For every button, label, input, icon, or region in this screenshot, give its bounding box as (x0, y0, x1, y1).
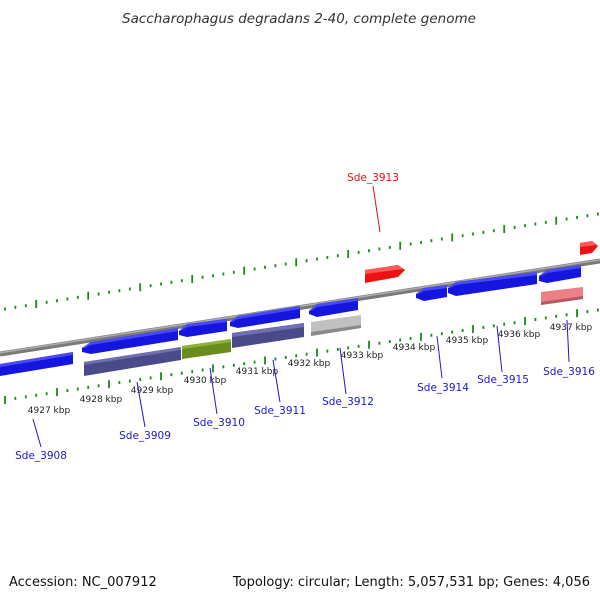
gene-features (0, 241, 598, 376)
gene-label-sde-3908[interactable]: Sde_3908 (15, 450, 67, 462)
lower-scale-ruler (4, 308, 599, 404)
accession-text: Accession: NC_007912 (9, 575, 157, 590)
gene-label-sde-3912[interactable]: Sde_3912 (322, 396, 374, 408)
cds-sde-3916[interactable] (539, 265, 581, 283)
tick-label: 4928 kbp (80, 395, 123, 405)
feature-box-gray[interactable] (311, 315, 361, 336)
tick-label: 4931 kbp (236, 367, 279, 377)
gene-label-sde-3916[interactable]: Sde_3916 (543, 366, 595, 378)
cds-sde-3914[interactable] (416, 285, 447, 301)
ruler-tick-labels: 4927 kbp 4928 kbp 4929 kbp 4930 kbp 4931… (28, 323, 593, 416)
tick-label: 4933 kbp (341, 351, 384, 361)
tick-label: 4930 kbp (184, 376, 227, 386)
cds-sde-3915[interactable] (448, 272, 537, 296)
gene-label-sde-3910[interactable]: Sde_3910 (193, 417, 245, 429)
tick-label: 4936 kbp (498, 330, 541, 340)
cds-sde-3908[interactable] (0, 352, 73, 376)
tick-label: 4929 kbp (131, 386, 174, 396)
gene-label-sde-3915[interactable]: Sde_3915 (477, 374, 529, 386)
tick-label: 4927 kbp (28, 406, 71, 416)
gene-label-leaders (32, 185, 570, 448)
cds-sde-3912[interactable] (309, 298, 358, 317)
tick-label: 4935 kbp (446, 336, 489, 346)
gene-label-sde-3909[interactable]: Sde_3909 (119, 430, 171, 442)
tick-label: 4934 kbp (393, 343, 436, 353)
genome-summary-text: Topology: circular; Length: 5,057,531 bp… (232, 575, 590, 590)
tick-label: 4932 kbp (288, 359, 331, 369)
feature-box-navy-2[interactable] (232, 323, 304, 348)
feature-box-navy-1[interactable] (84, 347, 181, 376)
tick-label: 4937 kbp (550, 323, 593, 333)
map-title: Saccharophagus degradans 2-40, complete … (122, 11, 476, 27)
gene-label-sde-3913[interactable]: Sde_3913 (347, 172, 399, 184)
cds-forward-right-edge[interactable] (580, 241, 598, 255)
cds-sde-3909[interactable] (82, 328, 178, 354)
gene-labels: Sde_3908 Sde_3909 Sde_3910 Sde_3911 Sde_… (15, 172, 595, 462)
cds-sde-3913[interactable] (365, 265, 405, 283)
gene-label-sde-3914[interactable]: Sde_3914 (417, 382, 469, 394)
cds-sde-3911[interactable] (230, 306, 300, 328)
cds-sde-3910[interactable] (179, 319, 227, 337)
feature-box-pink[interactable] (541, 287, 583, 305)
upper-scale-ruler (4, 212, 599, 311)
feature-box-green[interactable] (182, 339, 231, 359)
gene-label-sde-3911[interactable]: Sde_3911 (254, 405, 306, 417)
